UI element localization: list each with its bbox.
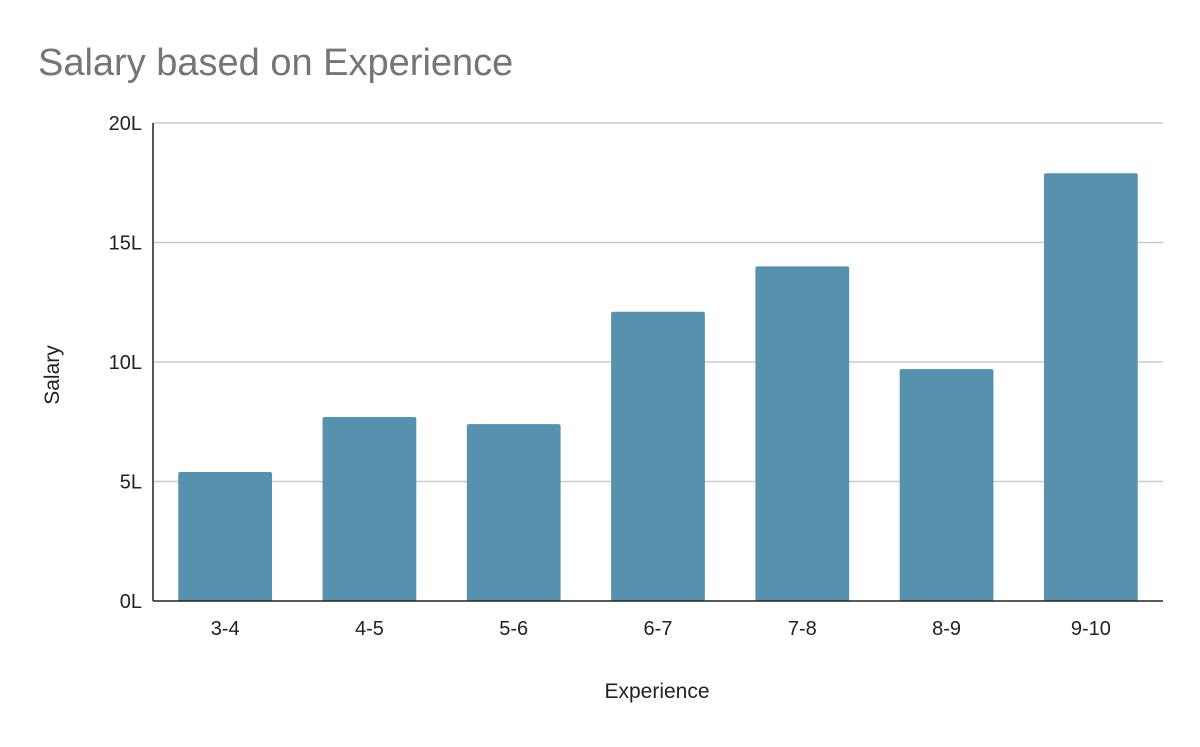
x-tick-label: 4-5 [355,618,384,640]
x-tick-label: 6-7 [644,618,673,640]
x-tick-label: 8-9 [932,618,961,640]
y-tick-label: 15L [109,233,142,255]
bar-3-4 [178,471,273,601]
y-tick-label: 0L [120,591,142,613]
x-tick-label: 9-10 [1071,618,1111,640]
x-tick-label: 7-8 [788,618,817,640]
chart-title: Salary based on Experience [38,42,513,84]
bar-6-7 [611,311,705,601]
bar-7-8 [755,266,850,601]
x-axis-label: Experience [604,680,709,703]
x-tick-label: 5-6 [499,618,528,640]
y-tick-label: 20L [109,113,142,135]
bar-9-10 [1043,173,1138,601]
y-axis-label: Salary [41,345,64,405]
y-tick-labels: 0L 5L 10L 15L 20L [109,113,142,613]
bar-8-9 [899,369,994,601]
x-tick-labels: 3-4 4-5 5-6 6-7 7-8 8-9 9-10 [211,618,1111,640]
axes [152,123,1163,602]
bar-5-6 [466,424,561,601]
x-tick-label: 3-4 [211,618,240,640]
y-tick-label: 10L [109,352,142,374]
bars [178,173,1138,601]
bar-4-5 [322,416,417,601]
y-tick-label: 5L [120,472,142,494]
